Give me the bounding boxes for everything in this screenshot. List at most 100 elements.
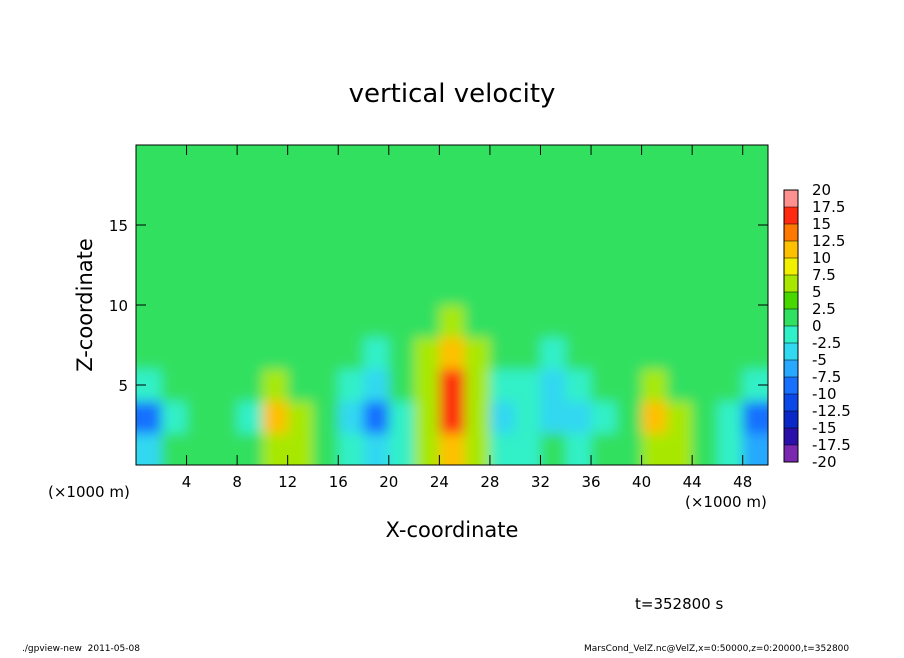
colorbar-box (784, 275, 798, 292)
x-tick-label: 28 (480, 473, 499, 491)
cell (591, 433, 617, 465)
cell (717, 337, 744, 370)
cell (565, 145, 592, 178)
cell (666, 241, 693, 274)
cell (388, 305, 415, 338)
cell (692, 433, 718, 465)
cell (414, 177, 440, 210)
colorbar-label: 10 (812, 249, 831, 267)
cell (591, 305, 617, 338)
cell (287, 433, 314, 465)
cell (363, 273, 390, 306)
x-tick-label: 20 (379, 473, 398, 491)
cell (287, 401, 314, 434)
cell (565, 305, 592, 338)
cell (363, 401, 390, 434)
colorbar-box (784, 258, 798, 275)
cell (237, 209, 263, 242)
cell (641, 273, 668, 306)
cell (161, 273, 188, 306)
cell (262, 177, 289, 210)
cell (742, 145, 768, 178)
cell (136, 305, 162, 338)
cell (540, 305, 567, 338)
colorbar-box (784, 241, 798, 258)
colorbar-label: -7.5 (812, 368, 841, 386)
x-tick-label: 40 (632, 473, 651, 491)
cell (641, 369, 668, 402)
cell (136, 337, 162, 370)
cell (464, 337, 491, 370)
cell (338, 209, 365, 242)
cell (388, 209, 415, 242)
cell (540, 145, 567, 178)
cell (363, 145, 390, 178)
cell (692, 241, 718, 274)
x-unit: (×1000 m) (48, 483, 130, 501)
x-tick-label: 12 (278, 473, 297, 491)
cell (616, 305, 643, 338)
cell (136, 177, 162, 210)
colorbar-box (784, 309, 798, 326)
field-cells (136, 145, 768, 465)
cell (338, 145, 365, 178)
cell (414, 369, 440, 402)
cell (565, 241, 592, 274)
cell (439, 209, 466, 242)
cell (338, 433, 365, 465)
colorbar-box (784, 394, 798, 411)
annotation: t=352800 s (635, 595, 723, 613)
cell (186, 273, 213, 306)
cell (338, 273, 365, 306)
cell (237, 369, 263, 402)
cell (641, 433, 668, 465)
cell (717, 177, 744, 210)
cell (186, 241, 213, 274)
cell (515, 369, 541, 402)
cell (363, 433, 390, 465)
cell (211, 369, 238, 402)
cell (262, 145, 289, 178)
cell (591, 209, 617, 242)
cell (540, 433, 567, 465)
cell (363, 305, 390, 338)
cell (388, 273, 415, 306)
cell (439, 433, 466, 465)
cell (666, 273, 693, 306)
x-tick-label: 48 (733, 473, 752, 491)
cell (186, 369, 213, 402)
footer: MarsCond_VelZ.nc@VelZ,x=0:50000,z=0:2000… (584, 644, 849, 654)
field (136, 145, 768, 465)
colorbar-label: -12.5 (812, 402, 851, 420)
cell (565, 369, 592, 402)
cell (616, 209, 643, 242)
axes: 4 8 12 16 20 24 28 32 36 40 44 4851015-20-17.5-15-1… (109, 144, 851, 491)
cell (161, 305, 188, 338)
cell (515, 177, 541, 210)
cell (565, 433, 592, 465)
cell (262, 273, 289, 306)
cell (641, 177, 668, 210)
cell (565, 337, 592, 370)
cell (464, 433, 491, 465)
cell (540, 209, 567, 242)
cell (540, 241, 567, 274)
cell (489, 241, 516, 274)
cell (186, 177, 213, 210)
cell (161, 177, 188, 210)
cell (262, 305, 289, 338)
cell (312, 177, 339, 210)
cell (464, 177, 491, 210)
colorbar-box (784, 377, 798, 394)
cell (262, 401, 289, 434)
cell (692, 177, 718, 210)
cell (591, 241, 617, 274)
x-unit: (×1000 m) (685, 493, 767, 511)
cell (591, 401, 617, 434)
cell (211, 145, 238, 178)
cell (161, 241, 188, 274)
cell (161, 209, 188, 242)
cell (742, 273, 768, 306)
cell (262, 209, 289, 242)
cell (388, 369, 415, 402)
